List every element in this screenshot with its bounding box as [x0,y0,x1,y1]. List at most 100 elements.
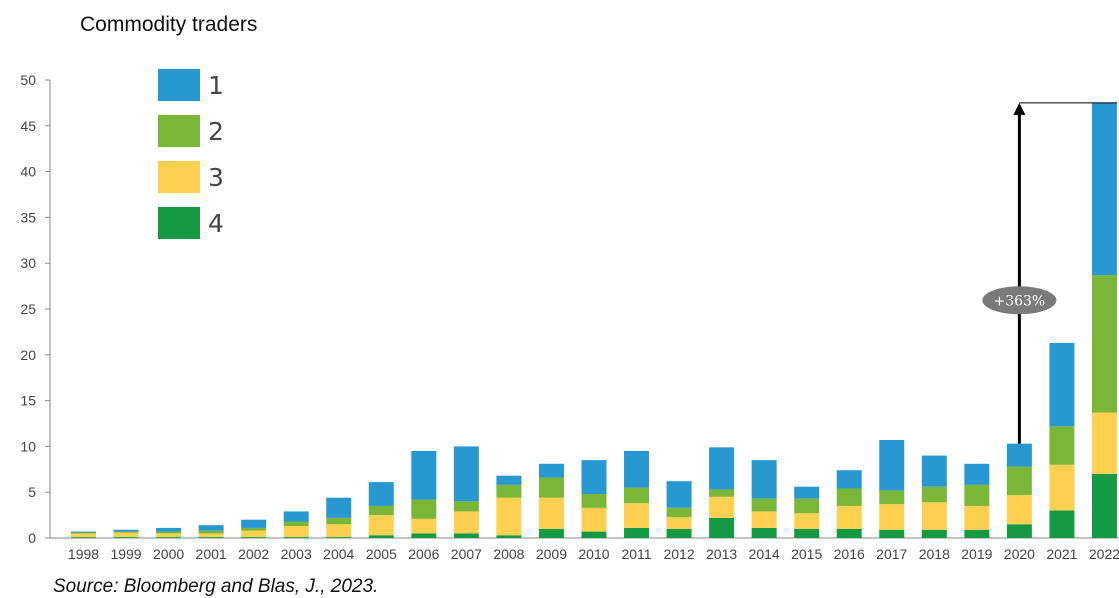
x-tick-label: 2006 [408,546,439,562]
bar-segment-2014-series-3 [751,511,777,528]
growth-badge-label: +363% [993,293,1045,309]
y-tick-label: 25 [20,301,36,317]
x-tick-label: 2015 [791,546,822,562]
bar-segment-2019-series-1 [964,463,990,485]
x-axis: 1998 1999 2000 2001 2002 2003 2004 2005 2006 2007… [50,537,1119,562]
bar-segment-2022-series-4 [1091,473,1117,538]
bar-segment-1999-series-3 [113,532,139,538]
bar-segment-2012-series-1 [666,481,692,508]
bar-segment-1998-series-4 [71,537,96,538]
bar-segment-2006-series-3 [411,518,437,534]
bar-segment-2013-series-4 [709,517,735,538]
bar-segment-2014-series-1 [751,460,777,499]
y-tick-label: 0 [28,530,36,546]
x-tick-label: 2010 [578,546,609,562]
x-tick-label: 2014 [749,546,780,562]
bar-segment-2019-series-2 [964,484,990,506]
bar-segment-2007-series-1 [453,446,479,502]
bar-segment-2009-series-2 [538,477,564,498]
y-tick-label: 30 [20,255,36,271]
bar-segment-2010-series-4 [581,531,607,538]
y-tick-label: 10 [20,438,36,454]
bar-segment-2001-series-2 [198,530,224,534]
bar-segment-2006-series-2 [411,499,437,519]
x-tick-label: 2005 [366,546,397,562]
y-tick-label: 35 [20,209,36,225]
bar-segment-2014-series-4 [751,527,777,538]
annotation: +363% [982,102,1117,444]
bar-segment-2010-series-3 [581,507,607,532]
x-tick-label: 2013 [706,546,737,562]
bar-segment-2013-series-2 [709,489,735,497]
bar-segment-2012-series-3 [666,516,692,529]
bar-segment-2003-series-3 [283,526,309,538]
legend-label-4: 4 [208,209,224,238]
y-tick-label: 20 [20,347,36,363]
bar-segment-2011-series-3 [624,503,650,528]
bar-segment-2021-series-3 [1049,464,1075,511]
legend: 1 2 3 4 [158,69,224,239]
bar-segment-2017-series-3 [879,504,905,530]
bar-segment-2021-series-4 [1049,510,1075,538]
bar-segment-2015-series-1 [794,486,820,499]
bar-segment-2020-series-3 [1006,494,1032,525]
bar-segment-2005-series-3 [368,515,394,536]
bar-segment-1998-series-2 [71,532,96,534]
bar-segment-2008-series-4 [496,535,522,538]
bar-segment-2018-series-3 [921,502,947,530]
bar-segment-2004-series-3 [326,524,352,538]
bar-segment-2016-series-1 [836,470,862,489]
bar-segment-2005-series-1 [368,482,394,506]
x-tick-label: 2012 [663,546,694,562]
bar-segment-2001-series-4 [198,537,224,538]
bar-segment-2000-series-4 [156,537,182,538]
x-tick-label: 2016 [834,546,865,562]
y-tick-label: 45 [20,118,36,134]
bar-segment-2000-series-3 [156,533,182,538]
legend-swatch-4 [158,207,200,239]
bar-segment-2002-series-4 [241,537,267,538]
bar-segment-2011-series-2 [624,487,650,504]
bar-segment-2006-series-4 [411,533,437,538]
bar-segment-2022-series-2 [1091,275,1117,413]
x-tick-label: 1999 [110,546,141,562]
bar-segment-2000-series-2 [156,531,182,534]
legend-label-1: 1 [208,71,224,100]
x-tick-label: 2019 [961,546,992,562]
bar-segment-2022-series-3 [1091,412,1117,474]
bar-segment-2018-series-4 [921,529,947,538]
bar-segment-2011-series-4 [624,527,650,538]
bar-segment-2020-series-1 [1006,443,1032,467]
x-tick-label: 2004 [323,546,354,562]
legend-label-2: 2 [208,117,224,146]
bar-segment-2003-series-4 [283,537,309,538]
legend-label-3: 3 [208,163,224,192]
x-tick-label: 2000 [153,546,184,562]
x-tick-label: 2011 [621,546,651,562]
bar-segment-2017-series-4 [879,529,905,538]
bar-segment-2019-series-3 [964,505,990,530]
source-note: Source: Bloomberg and Blas, J., 2023. [53,576,379,597]
bar-segment-2004-series-2 [326,517,352,525]
bar-segment-2017-series-1 [879,439,905,491]
bar-segment-2017-series-2 [879,490,905,505]
x-tick-label: 1998 [68,546,99,562]
bar-segment-2020-series-4 [1006,524,1032,538]
bar-segment-2012-series-2 [666,507,692,517]
bar-segment-2008-series-1 [496,475,522,485]
y-tick-label: 50 [20,72,36,88]
bar-segment-1998-series-1 [71,531,96,533]
y-tick-label: 15 [20,393,36,409]
bar-segment-1999-series-2 [113,531,139,533]
x-tick-label: 2020 [1004,546,1035,562]
bar-segment-2018-series-2 [921,486,947,503]
bar-segment-2003-series-1 [283,511,309,522]
y-tick-label: 5 [28,484,36,500]
bar-segment-2015-series-2 [794,498,820,514]
bar-segment-1998-series-3 [71,533,96,538]
bar-segment-2020-series-2 [1006,466,1032,495]
x-tick-label: 2008 [493,546,524,562]
bar-segment-2014-series-2 [751,498,777,512]
x-tick-label: 2003 [281,546,312,562]
